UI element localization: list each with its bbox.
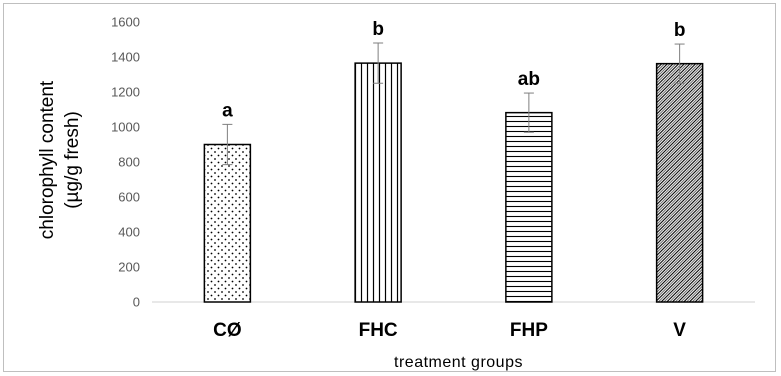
y-tick-label: 1600 (111, 15, 140, 30)
significance-label: b (372, 19, 384, 40)
category-label: FHP (510, 320, 548, 341)
category-labels: CØ FHC FHP V (213, 320, 686, 341)
y-tick-label: 800 (118, 155, 140, 170)
bar-fhc (354, 62, 402, 303)
error-bar (373, 42, 384, 84)
bar-fhp (505, 111, 553, 303)
category-label: CØ (213, 320, 242, 341)
y-tick-label: 1400 (111, 50, 140, 65)
bar-c- (203, 143, 252, 303)
y-tick-label: 600 (118, 190, 140, 205)
error-bar (222, 123, 233, 166)
category-label: V (673, 320, 686, 341)
significance-label: a (222, 100, 233, 121)
y-tick-label: 200 (118, 260, 140, 275)
y-tick-label: 1200 (111, 85, 140, 100)
error-bars (222, 42, 685, 166)
y-tick-label: 1000 (111, 120, 140, 135)
category-label: FHC (359, 320, 398, 341)
bar-v (655, 62, 704, 303)
x-axis-title: treatment groups (394, 354, 523, 371)
error-bar (674, 43, 685, 84)
y-axis-title-line-2: (µg/g fresh) (62, 111, 83, 209)
y-axis-title-line-1: chlorophyll content (37, 80, 58, 239)
significance-label: b (674, 20, 686, 41)
error-bar (523, 92, 534, 133)
significance-label: ab (518, 69, 540, 90)
bars (203, 62, 704, 303)
y-axis-ticks: 0 200 400 600 800 1000 1200 1400 1600 (111, 15, 140, 310)
y-tick-label: 0 (133, 295, 140, 310)
y-tick-label: 400 (118, 225, 140, 240)
